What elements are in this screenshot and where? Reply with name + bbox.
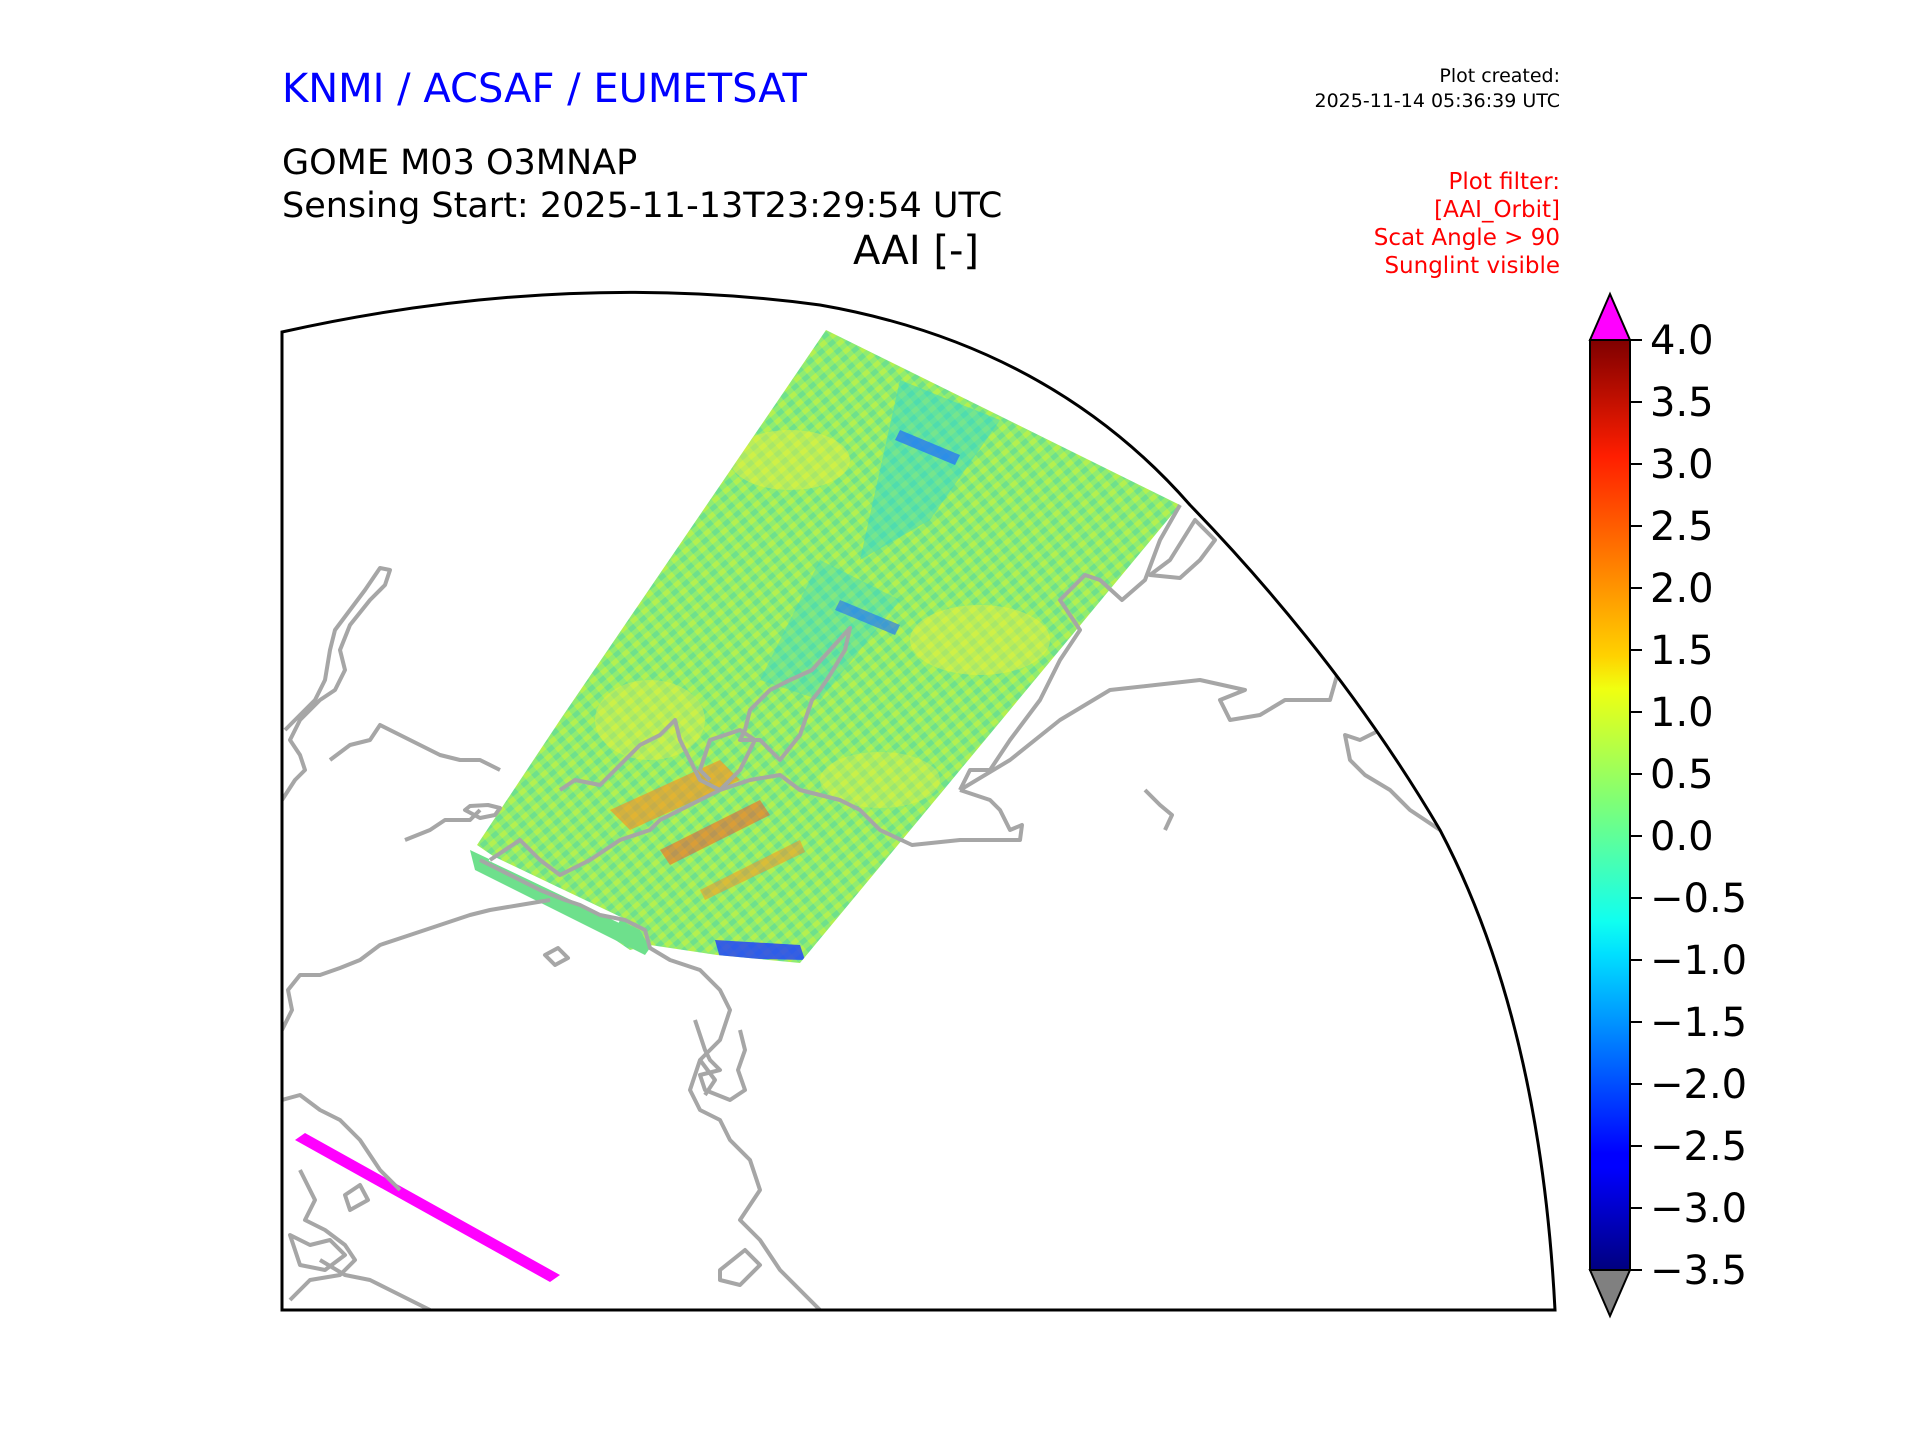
colorbar-tick-label: 2.0 [1650,566,1714,612]
colorbar-tick-label: 1.5 [1650,628,1714,674]
plot-created-label: Plot created: [1439,65,1560,87]
colorbar-over-arrow [1588,291,1632,341]
colorbar-tick-label: −1.0 [1650,938,1747,984]
variable-label: AAI [-] [853,228,979,274]
map-area [280,290,1557,1312]
colorbar-tick-label: 3.0 [1650,442,1714,488]
plot-created-info: Plot created: 2025-11-14 05:36:39 UTC [1315,64,1561,114]
colorbar-tick-label: −1.5 [1650,1000,1747,1046]
colorbar-tick-label: −0.5 [1650,876,1747,922]
filter-line: Scat Angle > 90 [1373,225,1560,251]
colorbar-tick-label: 0.5 [1650,752,1714,798]
out-of-range-strip [295,1133,560,1282]
product-title: GOME M03 O3MNAP [282,143,638,183]
colorbar: 4.0 3.5 3.0 2.5 2.0 1.5 1.0 0.5 0.0 −0.5 −1.0 −1.5 −… [1588,291,1747,1319]
map-boundary [280,290,1557,1312]
colorbar-tick-label: 3.5 [1650,380,1714,426]
coastlines [282,504,1442,1311]
colorbar-tick-label: 4.0 [1650,318,1714,364]
map-content [282,330,1442,1311]
filter-line: [AAI_Orbit] [1434,197,1560,223]
colorbar-gradient [1589,339,1631,1271]
plot-filter: Plot filter: [AAI_Orbit] Scat Angle > 90… [1374,168,1560,280]
colorbar-tick-label: 1.0 [1650,690,1714,736]
colorbar-tick-label: −2.5 [1650,1124,1747,1170]
organization-title: KNMI / ACSAF / EUMETSAT [282,66,807,112]
filter-line: Sunglint visible [1384,253,1560,279]
colorbar-tick-label: 0.0 [1650,814,1714,860]
colorbar-tick-label: −2.0 [1650,1062,1747,1108]
colorbar-ticks: 4.0 3.5 3.0 2.5 2.0 1.5 1.0 0.5 0.0 −0.5 −1.0 −1.5 −… [1630,318,1747,1294]
colorbar-tick-label: 2.5 [1650,504,1714,550]
filter-line: Plot filter: [1448,169,1560,195]
colorbar-tick-label: −3.5 [1650,1248,1747,1294]
plot-created-time: 2025-11-14 05:36:39 UTC [1314,90,1561,112]
sensing-start: Sensing Start: 2025-11-13T23:29:54 UTC [282,186,1003,226]
data-swath [470,330,1180,963]
colorbar-under-arrow [1588,1269,1632,1319]
colorbar-tick-label: −3.0 [1650,1186,1747,1232]
